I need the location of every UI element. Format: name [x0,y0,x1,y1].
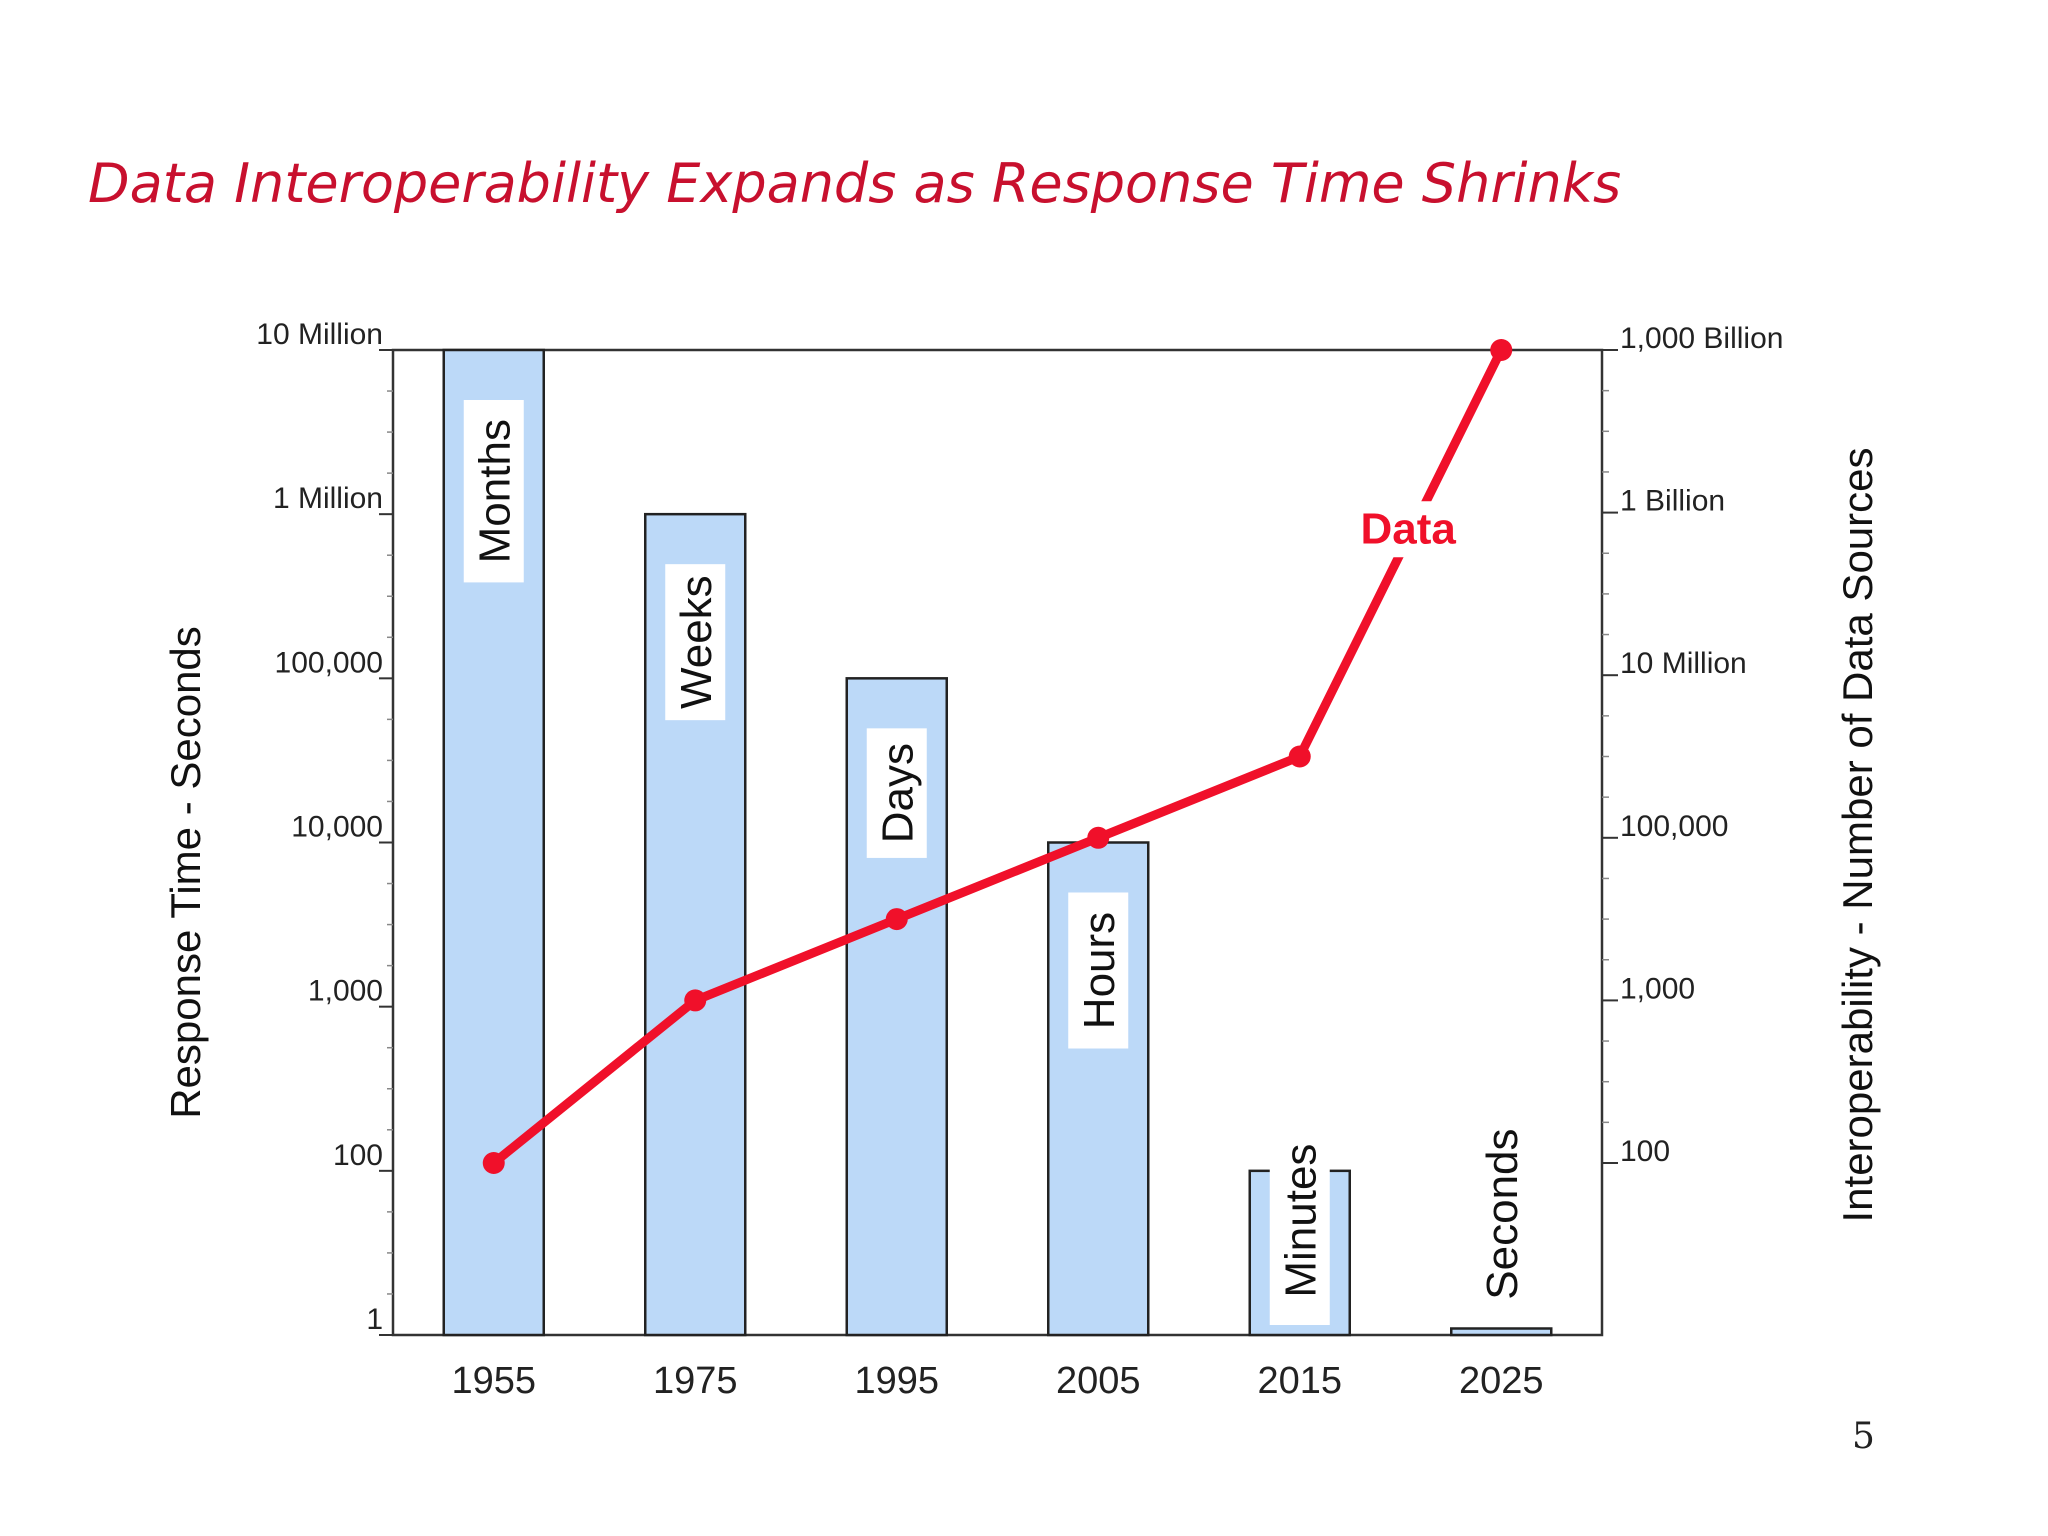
right-axis-tick-label: 1 Billion [1620,485,1725,518]
right-axis-tick-label: 100 [1620,1135,1670,1168]
bar-label-box [866,728,927,858]
data-point [885,908,908,931]
right-axis-title: Interoperability - Number of Data Source… [1834,447,1881,1222]
x-axis-tick-label: 2005 [1056,1360,1141,1402]
bar-seconds [1450,1327,1553,1337]
right-axis-tick-label: 1,000 [1620,972,1695,1005]
x-axis-tick-label: 2015 [1257,1360,1342,1402]
left-axis-tick-label: 100,000 [275,646,383,679]
bar-label-box [1471,1109,1532,1319]
bar-label-box [1269,1116,1330,1325]
bar-label-box [463,400,524,583]
bar-label: Seconds [1478,1128,1527,1299]
left-axis-title: Response Time - Seconds [162,626,209,1119]
left-axis-tick-label: 1 [366,1303,383,1336]
data-point [1490,339,1513,361]
left-axis-tick-label: 1 Million [273,482,383,515]
plot-frame [391,348,1604,1337]
right-axis-tick-label: 100,000 [1620,810,1728,843]
right-axis-tick-label: 10 Million [1620,647,1747,680]
bar-label: Days [874,743,923,843]
bar-label: Months [471,419,520,563]
x-axis-tick-label: 1975 [653,1360,738,1402]
page-number: 5 [1852,1416,1875,1457]
data-point [1087,826,1110,849]
data-point [482,1152,505,1174]
data-point [684,989,707,1012]
x-axis-tick-label: 1995 [854,1360,939,1402]
bar-label-box [1068,892,1129,1049]
bar-label: Weeks [672,575,721,709]
left-axis-tick-label: 1,000 [308,975,383,1008]
left-axis-tick-label: 100 [333,1139,383,1172]
left-axis-tick-label: 10,000 [291,811,383,844]
series-label-box [1348,501,1479,558]
x-axis-tick-label: 1955 [451,1360,536,1402]
left-axis-tick-label: 10 Million [256,318,383,351]
bar-label: Hours [1075,912,1124,1029]
right-axis-tick-label: 1,000 Billion [1620,322,1783,355]
x-axis-tick-label: 2025 [1459,1360,1544,1402]
data-point [1288,745,1311,768]
bar-label-box [665,564,726,721]
bar-label: Minutes [1277,1144,1326,1298]
series-label: Data [1361,504,1457,553]
data-series-line [489,345,1506,1168]
slide-title: Data Interoperability Expands as Respons… [88,152,1622,215]
